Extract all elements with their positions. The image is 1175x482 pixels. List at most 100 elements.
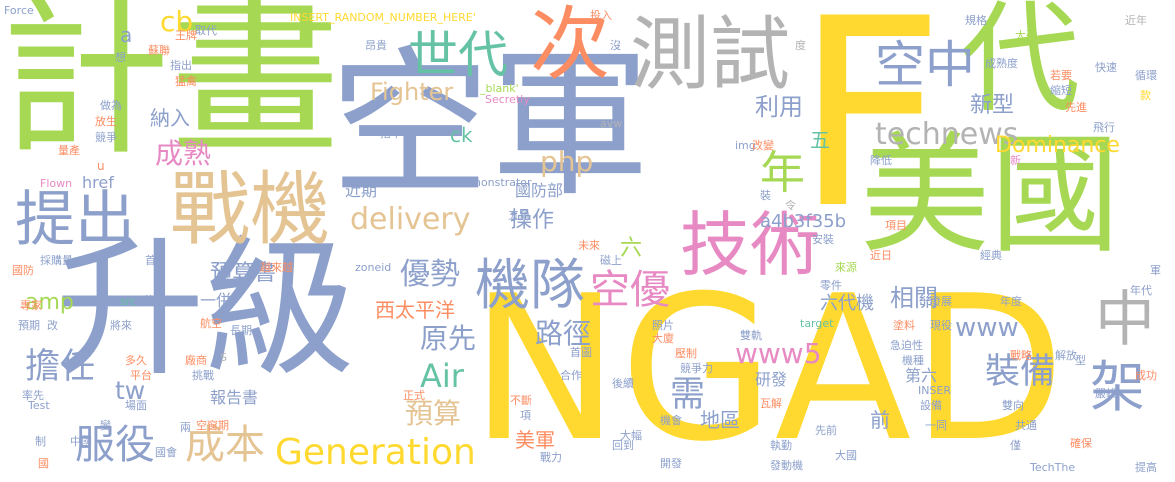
word: 不斷 (510, 394, 532, 407)
word: 地區 (700, 408, 740, 432)
word: 機會 (660, 414, 682, 427)
word: a (120, 23, 133, 47)
word: 多久 (125, 354, 147, 367)
word: 猛禽 (175, 75, 197, 88)
word: cb (160, 5, 194, 38)
word: 規格 (965, 14, 987, 27)
word: 一同 (925, 419, 947, 432)
word: 執勤 (770, 439, 792, 452)
word: 將來 (110, 319, 132, 332)
word: 擔任 (25, 347, 96, 387)
word: 世代 (408, 26, 508, 84)
word: 美國 (860, 119, 1121, 271)
word: 架 (1090, 355, 1146, 419)
word: 年 (760, 146, 806, 199)
word: 正式 (403, 389, 425, 402)
word: 未來 (578, 239, 600, 252)
word: target (800, 317, 834, 330)
word: 計畫 (0, 0, 341, 179)
word: 納入 (150, 106, 190, 130)
word: 預算書 (210, 261, 277, 286)
word: 壓制 (675, 347, 697, 360)
word: INSERT_RANDOM_NUMBER_HERE' (290, 11, 476, 24)
word: 需 (670, 375, 706, 415)
word: 五 (810, 128, 830, 152)
word: Fighter (370, 78, 454, 106)
word: 越來越 (260, 261, 293, 274)
word: 空優 (590, 267, 670, 313)
word: www5 (735, 337, 822, 370)
word: 新 (1010, 154, 1021, 167)
word: 蘇聯 (148, 44, 170, 57)
word: 做為 (100, 99, 122, 112)
word: 航空 (200, 317, 222, 330)
word: 型 (1075, 354, 1086, 367)
word: 款 (1140, 89, 1151, 102)
word: Air (420, 357, 464, 395)
word: 原先 (420, 322, 477, 355)
word: 大國 (835, 449, 857, 462)
word: 飛行 (1093, 121, 1115, 134)
word: 資金 (145, 294, 167, 307)
word: a4b3f35b (760, 211, 847, 232)
word: 戰機 (170, 163, 330, 256)
word: 制 (35, 435, 46, 448)
word: 瓦解 (760, 397, 782, 410)
word: 大砍 (1015, 29, 1037, 42)
word: 美軍 (515, 428, 555, 452)
word: 磁上 (600, 254, 622, 267)
word: Secretly (485, 93, 530, 106)
word: 提高 (1135, 461, 1157, 474)
word: ck (450, 123, 473, 147)
word: 挑戰 (192, 369, 214, 382)
word: 投入 (590, 9, 612, 22)
word: 第六 (905, 366, 938, 385)
word: 代 (960, 0, 1080, 129)
word: 預期 (18, 319, 40, 332)
word: 改變 (752, 139, 774, 152)
word: 五角 (508, 209, 530, 222)
word: 競爭力 (680, 362, 713, 375)
word: 年代 (1130, 284, 1152, 297)
word: 大廈 (652, 332, 674, 345)
word: 改 (47, 319, 58, 332)
word: 降低 (870, 154, 892, 167)
word: zoneid (355, 261, 392, 274)
word: 合作 (560, 369, 582, 382)
word: 長期 (230, 324, 252, 337)
word: S (220, 351, 227, 364)
word: 共通 (1015, 419, 1037, 432)
word: 僅 (1010, 439, 1021, 452)
word: Test (28, 399, 50, 412)
word: 國防 (12, 264, 34, 277)
word: 年度 (1000, 295, 1022, 308)
word: 量產 (58, 144, 80, 157)
word: 空窗期 (196, 419, 229, 432)
word: 項目 (885, 219, 907, 232)
word: 昂貴 (365, 39, 387, 52)
word: 操作 (510, 208, 555, 233)
word: 安裝 (812, 233, 834, 246)
word: 裝 (760, 189, 771, 202)
word: 利用 (755, 93, 803, 121)
word: amp (25, 290, 74, 315)
word: F (795, 0, 945, 266)
word: 平台 (130, 369, 152, 382)
word: 解放 (1055, 349, 1077, 362)
word: 縮短 (1050, 84, 1072, 97)
word: 次 (530, 0, 610, 91)
word: 發展 (930, 295, 952, 308)
word: n (445, 174, 454, 190)
word: INSER (918, 384, 952, 397)
word: 成本 (185, 422, 265, 468)
word: Demonstrator (455, 176, 532, 189)
word: Flown (40, 177, 73, 190)
word: 兩 (180, 421, 191, 434)
word: TechThe (1030, 461, 1076, 474)
word: 服役 (75, 422, 155, 468)
word: 戰略 (1010, 349, 1032, 362)
word: 零件 (820, 279, 842, 292)
word: 後續 (612, 377, 634, 390)
word: 開發 (660, 457, 682, 470)
word: 提出 (15, 185, 135, 255)
